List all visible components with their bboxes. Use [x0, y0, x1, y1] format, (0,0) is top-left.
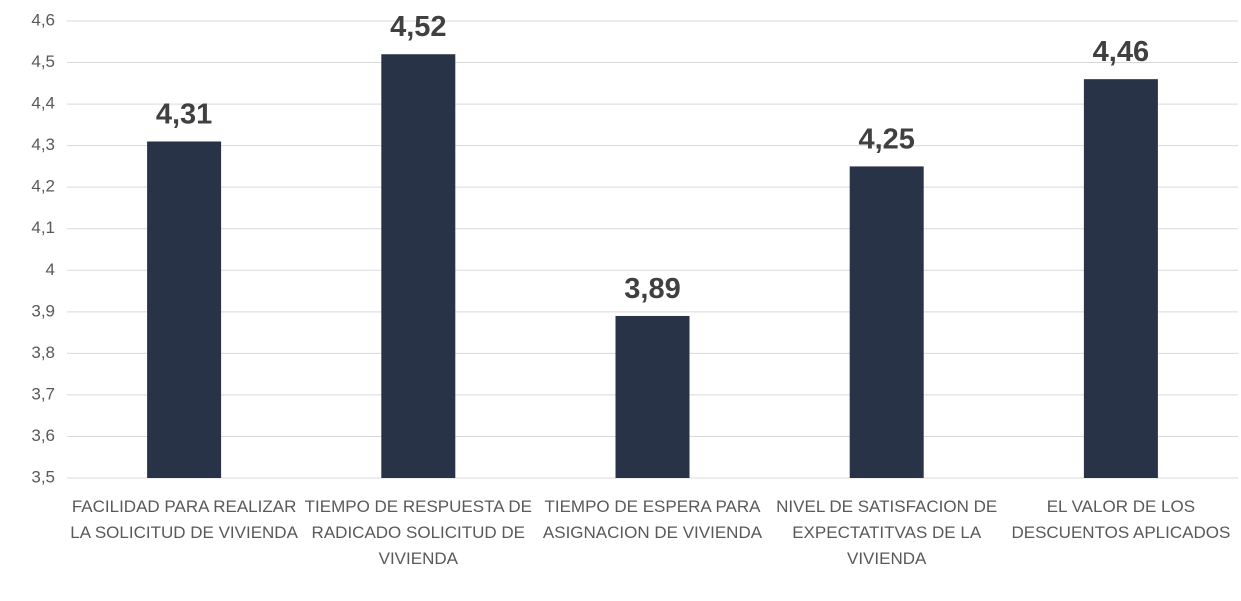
value-label: 4,52	[390, 11, 446, 43]
value-label: 4,31	[156, 98, 212, 130]
bar	[147, 141, 222, 478]
y-tick-label: 4,5	[31, 52, 55, 71]
x-tick-label: NIVEL DE SATISFACION DE EXPECTATITVAS DE…	[776, 497, 998, 568]
x-tick-label: EL VALOR DE LOS DESCUENTOS APLICADOS	[1011, 497, 1231, 542]
y-tick-label: 4,2	[31, 177, 55, 196]
x-tick-label: TIEMPO DE RESPUESTA DE RADICADO SOLICITU…	[304, 497, 532, 568]
bar	[849, 166, 924, 478]
x-tick-label: TIEMPO DE ESPERA PARA ASIGNACION DE VIVI…	[542, 497, 763, 542]
y-tick-label: 3,9	[31, 301, 55, 320]
bar	[1083, 79, 1158, 478]
y-tick-label: 4,6	[31, 10, 55, 29]
value-label: 4,46	[1093, 36, 1149, 68]
value-label: 3,89	[624, 273, 680, 305]
y-tick-label: 4,3	[31, 135, 55, 154]
x-tick-label: FACILIDAD PARA REALIZAR LA SOLICITUD DE …	[70, 497, 298, 542]
y-tick-label: 3,7	[31, 384, 55, 403]
y-tick-label: 4,4	[31, 94, 55, 113]
bar	[381, 54, 456, 479]
y-tick-label: 4,1	[31, 218, 55, 237]
y-tick-label: 3,8	[31, 343, 55, 362]
bar	[615, 315, 690, 478]
y-tick-label: 4	[46, 260, 55, 279]
value-label: 4,25	[858, 123, 914, 155]
y-tick-label: 3,6	[31, 426, 55, 445]
y-tick-label: 3,5	[31, 467, 55, 486]
